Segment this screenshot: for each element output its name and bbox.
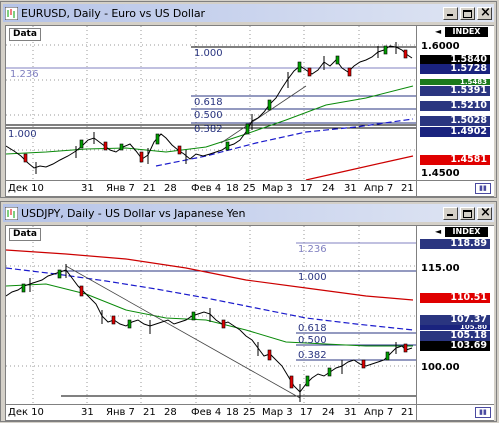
fib-label-1236: 1.236 (10, 69, 39, 80)
index-arrow-icon: ◄ (435, 227, 442, 236)
chart-window-icon (5, 206, 18, 220)
axis-corner: ▮▮ (417, 181, 494, 197)
time-axis[interactable]: Дек 10 31 Янв 7 21 28 Фев 4 18 25 Мар 3 … (5, 181, 417, 197)
price-plot-area[interactable]: Data 1.000 1.236 0.618 0.500 0.382 1.000 (5, 25, 417, 181)
close-button[interactable] (477, 5, 492, 20)
y-tick-label: 1.6000 (421, 41, 460, 52)
x-tick-label: 28 (164, 183, 177, 194)
price-box-red: 1.4581 (420, 155, 490, 165)
data-label: Data (9, 28, 41, 41)
index-label: INDEX (445, 27, 488, 37)
price-box-green: 1.5483 (420, 79, 490, 85)
chart-window-eurusd[interactable]: EURUSD, Daily - Euro vs US Dollar (0, 1, 497, 198)
y-tick-label: 1.4500 (421, 168, 460, 179)
x-tick-label: 31 (344, 407, 357, 418)
title-bar[interactable]: EURUSD, Daily - Euro vs US Dollar (3, 4, 494, 22)
price-box: 107.37 (420, 315, 490, 325)
corner-button-icon[interactable]: ▮▮ (475, 183, 491, 194)
index-arrow-icon: ◄ (435, 27, 442, 36)
x-tick-label: Апр 7 (364, 407, 394, 418)
maximize-button[interactable] (460, 206, 475, 220)
price-box: 118.89 (420, 239, 490, 249)
price-box: 1.5210 (420, 101, 490, 111)
price-box-current: 1.5840 (420, 55, 490, 65)
fib-label-0382: 0.382 (298, 350, 327, 361)
index-label: INDEX (445, 227, 488, 237)
x-tick-label: 31 (81, 407, 94, 418)
x-tick-label: 24 (322, 407, 335, 418)
window-title: EURUSD, Daily - Euro vs US Dollar (21, 6, 205, 20)
x-tick-label: Мар 3 (262, 407, 293, 418)
x-tick-label: 18 (226, 183, 239, 194)
price-box-red: 110.51 (420, 293, 490, 303)
fib-label-0500: 0.500 (194, 110, 223, 121)
x-tick-label: 21 (401, 183, 414, 194)
axis-corner: ▮▮ (417, 405, 494, 421)
x-tick-label: Янв 7 (106, 183, 135, 194)
x-tick-label: Фев 4 (191, 407, 222, 418)
fib-label-1000: 1.000 (298, 272, 327, 283)
price-chart-svg (6, 226, 416, 404)
x-tick-label: 25 (243, 183, 256, 194)
x-tick-label: 28 (164, 407, 177, 418)
x-tick-label: Фев 4 (191, 183, 222, 194)
minimize-button[interactable] (443, 6, 458, 20)
data-label: Data (9, 228, 41, 241)
x-tick-label: Дек 10 (8, 183, 44, 194)
x-tick-label: Мар 3 (262, 183, 293, 194)
x-tick-label: 17 (300, 407, 313, 418)
x-tick-label: 31 (344, 183, 357, 194)
price-chart-svg (6, 26, 416, 180)
price-box: 1.5728 (420, 64, 490, 74)
close-button[interactable] (477, 205, 492, 220)
price-axis[interactable]: ◄ INDEX 118.89 115.00 110.51 107.37 105.… (417, 225, 494, 405)
price-box: 1.4902 (420, 127, 490, 137)
x-tick-label: 17 (300, 183, 313, 194)
x-tick-label: Янв 7 (106, 407, 135, 418)
chart-window-icon (5, 6, 18, 20)
x-tick-label: Апр 7 (364, 183, 394, 194)
fib-label-1000-bottom: 1.000 (8, 129, 37, 140)
minimize-button[interactable] (443, 206, 458, 220)
fib-label-1236: 1.236 (298, 244, 327, 255)
price-plot-area[interactable]: Data 1.236 1.000 0.618 0.500 0.382 (5, 225, 417, 405)
chart-window-usdjpy[interactable]: USDJPY, Daily - US Dollar vs Japanese Ye… (0, 201, 497, 422)
price-box: 105.80 (420, 325, 490, 330)
fib-label-0618: 0.618 (298, 323, 327, 334)
fib-label-1000-top: 1.000 (194, 48, 223, 59)
fib-label-0500: 0.500 (298, 335, 327, 346)
window-title: USDJPY, Daily - US Dollar vs Japanese Ye… (21, 206, 246, 220)
x-tick-label: 21 (143, 183, 156, 194)
x-tick-label: 21 (143, 407, 156, 418)
price-axis[interactable]: ◄ INDEX 1.6000 ▶ 1.5840 1.5728 1.5483 1.… (417, 25, 494, 181)
y-tick-label: 100.00 (421, 362, 460, 373)
time-axis[interactable]: Дек 10 31 Янв 7 21 28 Фев 4 18 25 Мар 3 … (5, 405, 417, 421)
price-box: 1.5028 (420, 116, 490, 126)
price-box: 105.18 (420, 331, 490, 341)
x-tick-label: 24 (322, 183, 335, 194)
corner-button-icon[interactable]: ▮▮ (475, 407, 491, 418)
fib-label-0618: 0.618 (194, 97, 223, 108)
fib-label-0382: 0.382 (194, 124, 223, 135)
price-box-current: 103.69 (420, 341, 490, 351)
x-tick-label: 18 (226, 407, 239, 418)
y-tick-label: 115.00 (421, 263, 460, 274)
title-bar[interactable]: USDJPY, Daily - US Dollar vs Japanese Ye… (3, 204, 494, 222)
price-box: 1.5391 (420, 86, 490, 96)
maximize-button[interactable] (460, 6, 475, 20)
x-tick-label: Дек 10 (8, 407, 44, 418)
x-tick-label: 31 (81, 183, 94, 194)
x-tick-label: 21 (401, 407, 414, 418)
x-tick-label: 25 (243, 407, 256, 418)
